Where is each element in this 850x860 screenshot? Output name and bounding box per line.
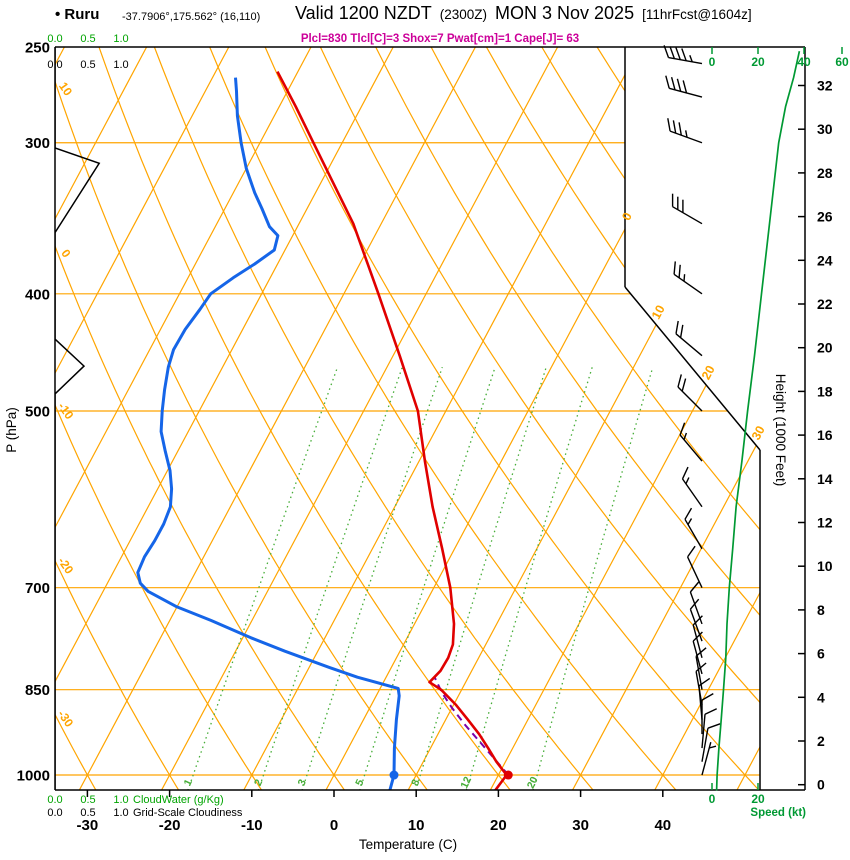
isotherm-edge-label: 30 [749,424,768,443]
height-tick-label: 30 [817,121,833,137]
height-tick-label: 20 [817,340,833,356]
height-tick-label: 10 [817,558,833,574]
height-tick-label: 8 [817,602,825,618]
grid-lines [55,47,760,790]
height-tick-label: 12 [817,515,833,531]
temperature-tick-label: -30 [77,817,99,834]
height-tick-label: 16 [817,427,833,443]
height-tick-label: 18 [817,383,833,399]
valid-time-row: Valid 1200 NZDT (2300Z) MON 3 Nov 2025 [… [295,3,752,24]
speed-tick-label-top: 0 [709,55,716,69]
cloudiness-scale-top: 1.0 [113,59,128,71]
height-tick-label: 28 [817,165,833,181]
mixing-ratio-label: 5 [353,777,366,788]
cloudiness-scale-bottom: 0.0 [47,807,62,819]
dry-adiabat-label: 10 [56,80,75,99]
cloudwater-scale-top: 0.5 [80,33,95,45]
pressure-tick-label: 1000 [17,768,50,785]
forecast-tag: [11hrFcst@1604z] [642,7,752,22]
temperature-tick-label: 20 [490,817,507,834]
height-tick-label: 6 [817,646,825,662]
height-axis-title: Height (1000 Feet) [773,374,788,487]
height-tick-label: 0 [817,777,825,793]
cloudiness-scale-top: 0.5 [80,59,95,71]
height-tick-label: 2 [817,733,825,749]
pressure-tick-label: 400 [25,286,50,303]
temperature-tick-label: -20 [159,817,181,834]
valid-time: Valid 1200 NZDT [295,3,432,23]
temperature-tick-label: 0 [330,817,338,834]
height-tick-label: 22 [817,296,833,312]
temperature-tick-label: -10 [241,817,263,834]
speed-tick-label-bottom: 20 [751,792,765,806]
valid-date: MON 3 Nov 2025 [495,3,635,23]
height-tick-label: 4 [817,689,825,705]
mixing-ratio-label: 8 [409,777,422,788]
cloudiness-scale-bottom: 1.0 [113,807,128,819]
temperature-tick-label: 30 [572,817,589,834]
mixing-ratio-label: 20 [525,775,541,791]
isotherm-edge-label: 0 [619,210,635,223]
wind-barbs [663,45,721,776]
speed-axis-title: Speed (kt) [750,807,806,819]
cloudiness-profile-line [55,47,101,790]
temperature-curve [276,70,508,790]
station-name: • Ruru [55,6,100,23]
pressure-axis-title: P (hPa) [4,407,19,453]
cloudiness-scale-top: 0.0 [47,59,62,71]
cloudiness-axis-title: Grid-Scale Cloudiness [133,807,243,819]
valid-zulu: (2300Z) [439,7,488,22]
mixing-ratio-label: 2 [252,777,265,788]
isotherm-edge-label: 20 [699,363,718,382]
mixing-ratio-label: 12 [458,775,474,791]
temperature-tick-label: 40 [654,817,671,834]
mixing-ratio-label: 3 [296,777,309,788]
speed-tick-label-top: 40 [797,55,811,69]
surface-temp-dot [503,770,513,780]
speed-tick-label-bottom: 0 [709,792,716,806]
speed-tick-label-top: 20 [751,55,765,69]
dewpoint-curve [136,77,401,790]
cloudwater-scale-top: 1.0 [113,33,128,45]
temperature-axis-title: Temperature (C) [359,837,457,852]
height-tick-label: 14 [817,471,833,487]
dry-adiabat-label: -30 [55,707,77,730]
dry-adiabat-label: 0 [58,247,73,261]
height-tick-label: 32 [817,78,833,94]
height-tick-label: 26 [817,209,833,225]
profile-curves [136,70,513,790]
cloudwater-scale-top: 0.0 [47,33,62,45]
temperature-tick-label: 10 [408,817,425,834]
surface-dewpoint-dot [389,770,399,780]
parcel-trace-line [433,676,510,776]
dry-adiabat-label: -20 [55,554,77,577]
cloudwater-scale-bottom: 0.5 [80,794,95,806]
pressure-tick-label: 300 [25,135,50,152]
cloudwater-scale-bottom: 0.0 [47,794,62,806]
dry-adiabat-label: -10 [55,400,77,423]
plot-frame [54,46,806,791]
wind-speed-curve [715,51,801,791]
stability-indices-line: Plcl=830 Tlcl[C]=3 Shox=7 Pwat[cm]=1 Cap… [300,33,580,45]
pressure-tick-label: 850 [25,682,50,699]
pressure-tick-label: 250 [25,40,50,57]
isotherm-edge-label: 10 [649,303,668,322]
pressure-tick-label: 500 [25,404,50,421]
pressure-tick-label: 700 [25,580,50,597]
speed-tick-label-top: 60 [835,55,849,69]
mixing-ratio-label: 1 [182,777,195,788]
height-tick-label: 24 [817,252,833,268]
cloudiness-scale-bottom: 0.5 [80,807,95,819]
cloudwater-scale-bottom: 1.0 [113,794,128,806]
cloudwater-axis-title: CloudWater (g/Kg) [133,794,224,806]
station-coordinates: -37.7906°,175.562° (16,110) [122,11,261,23]
